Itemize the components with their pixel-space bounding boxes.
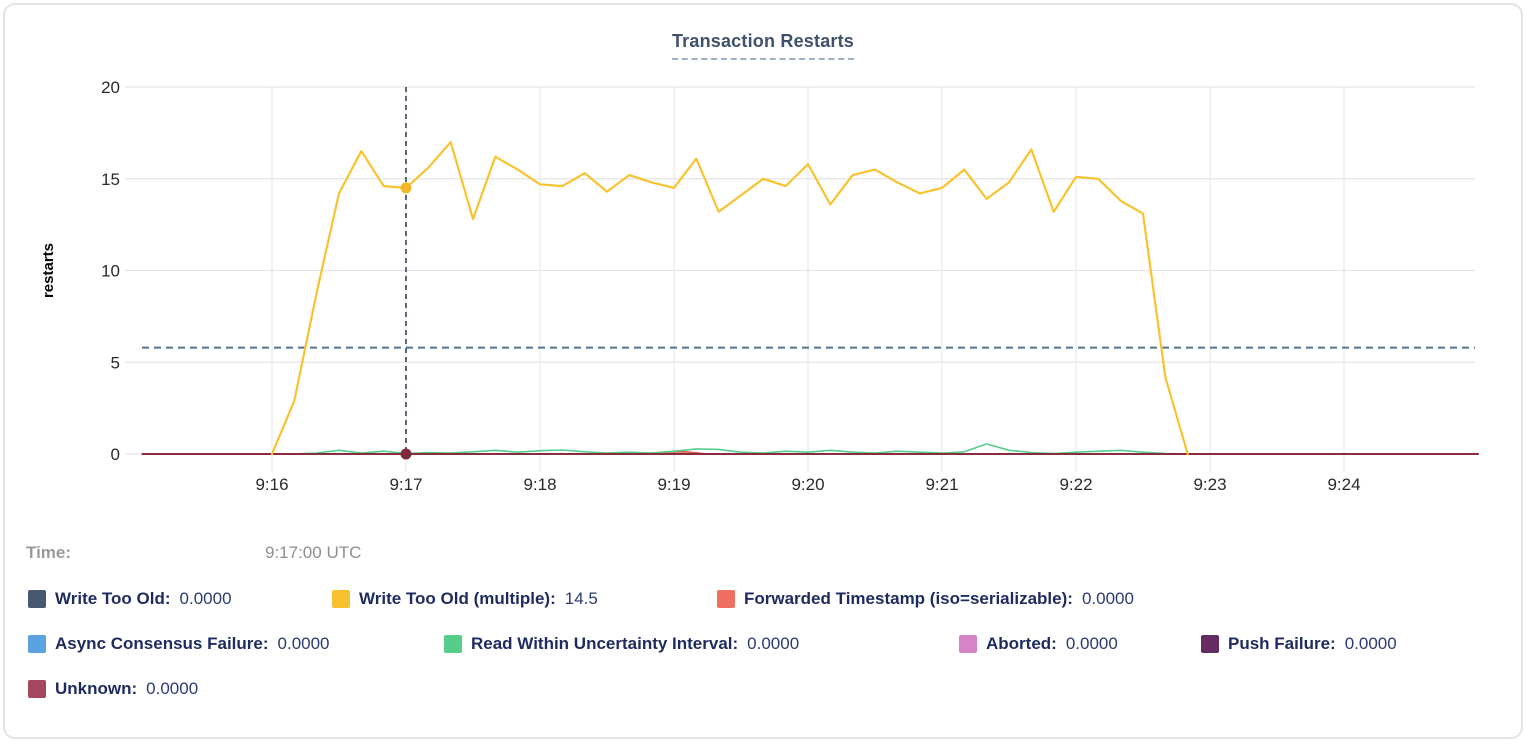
legend-label: Forwarded Timestamp (iso=serializable): xyxy=(744,589,1073,608)
legend-swatch-push-failure xyxy=(1201,635,1219,653)
legend-label: Push Failure: xyxy=(1228,634,1336,653)
legend-item-write-too-old: Write Too Old: 0.0000 xyxy=(28,589,232,609)
legend-value: 0.0000 xyxy=(277,634,330,653)
legend-row-2: Async Consensus Failure: 0.0000 Read Withi… xyxy=(5,634,1521,660)
tooltip-time-row: Time: 9:17:00 UTC xyxy=(5,543,1521,567)
legend-value: 0.0000 xyxy=(1065,634,1118,653)
legend-value: 0.0000 xyxy=(747,634,800,653)
legend-value: 0.0000 xyxy=(1344,634,1397,653)
series-line-read-within-uncertainty-interval xyxy=(271,443,1189,455)
legend-label: Write Too Old (multiple): xyxy=(359,589,556,608)
chart-title[interactable]: Transaction Restarts xyxy=(671,31,855,60)
legend-item-forwarded-timestamp-iso-serializable: Forwarded Timestamp (iso=serializable): 0… xyxy=(717,589,1134,609)
legend-swatch-read-within-uncertainty-interval xyxy=(444,635,462,653)
legend-value: 0.0000 xyxy=(146,679,199,698)
chart-card: Transaction Restarts 0 5 10 15 20 9:16 9:17 9:1… xyxy=(3,3,1523,739)
legend-swatch-unknown xyxy=(28,680,46,698)
legend-label: Aborted: xyxy=(986,634,1057,653)
x-axis-tick-label: 9:20 xyxy=(791,475,824,494)
x-axis-tick-label: 9:23 xyxy=(1193,475,1226,494)
tooltip-time-label: Time: xyxy=(26,543,72,562)
transaction-restarts-chart[interactable]: 0 5 10 15 20 9:16 9:17 9:18 9:19 9:20 9:21 9:22 9:23… xyxy=(5,5,1523,517)
x-axis-tick-label: 9:16 xyxy=(255,475,288,494)
legend-value: 0.0000 xyxy=(179,589,232,608)
x-axis-tick-label: 9:24 xyxy=(1327,475,1360,494)
legend-swatch-write-too-old xyxy=(28,590,46,608)
x-axis-tick-label: 9:18 xyxy=(523,475,556,494)
legend-row-3: Unknown: 0.0000 xyxy=(5,679,1521,705)
legend-item-read-within-uncertainty-interval: Read Within Uncertainty Interval: 0.0000 xyxy=(444,634,799,654)
x-axis-tick-label: 9:17 xyxy=(389,475,422,494)
chart-title-row: Transaction Restarts xyxy=(5,31,1521,60)
legend-value: 0.0000 xyxy=(1081,589,1134,608)
y-axis-tick-label: 0 xyxy=(111,445,120,464)
legend-swatch-write-too-old-multiple xyxy=(332,590,350,608)
y-axis-tick-label: 20 xyxy=(101,78,120,97)
crosshair-dot-unknown xyxy=(400,448,412,460)
legend-swatch-async-consensus-failure xyxy=(28,635,46,653)
legend-item-unknown: Unknown: 0.0000 xyxy=(28,679,198,699)
y-axis-tick-label: 5 xyxy=(111,353,120,372)
legend-item-push-failure: Push Failure: 0.0000 xyxy=(1201,634,1397,654)
crosshair-dot-write-too-old-multiple xyxy=(400,182,412,194)
legend-label: Async Consensus Failure: xyxy=(55,634,269,653)
legend-item-async-consensus-failure: Async Consensus Failure: 0.0000 xyxy=(28,634,330,654)
legend-swatch-forwarded-timestamp-iso-serializable xyxy=(717,590,735,608)
legend-label: Unknown: xyxy=(55,679,138,698)
legend-item-aborted: Aborted: 0.0000 xyxy=(959,634,1118,654)
series-line-write-too-old-multiple xyxy=(270,141,1189,456)
legend-label: Write Too Old: xyxy=(55,589,171,608)
legend-swatch-aborted xyxy=(959,635,977,653)
legend-label: Read Within Uncertainty Interval: xyxy=(471,634,739,653)
x-axis-tick-label: 9:22 xyxy=(1059,475,1092,494)
legend-row-1: Write Too Old: 0.0000 Write Too Old (multi… xyxy=(5,589,1521,615)
y-axis-label: restarts xyxy=(40,243,57,298)
legend-item-write-too-old-multiple: Write Too Old (multiple): 14.5 xyxy=(332,589,598,609)
x-axis-tick-label: 9:19 xyxy=(657,475,690,494)
legend-value: 14.5 xyxy=(564,589,598,608)
tooltip-time-value: 9:17:00 UTC xyxy=(265,543,362,562)
y-axis-tick-label: 15 xyxy=(101,170,120,189)
y-axis-tick-label: 10 xyxy=(101,262,120,281)
x-axis-tick-label: 9:21 xyxy=(925,475,958,494)
